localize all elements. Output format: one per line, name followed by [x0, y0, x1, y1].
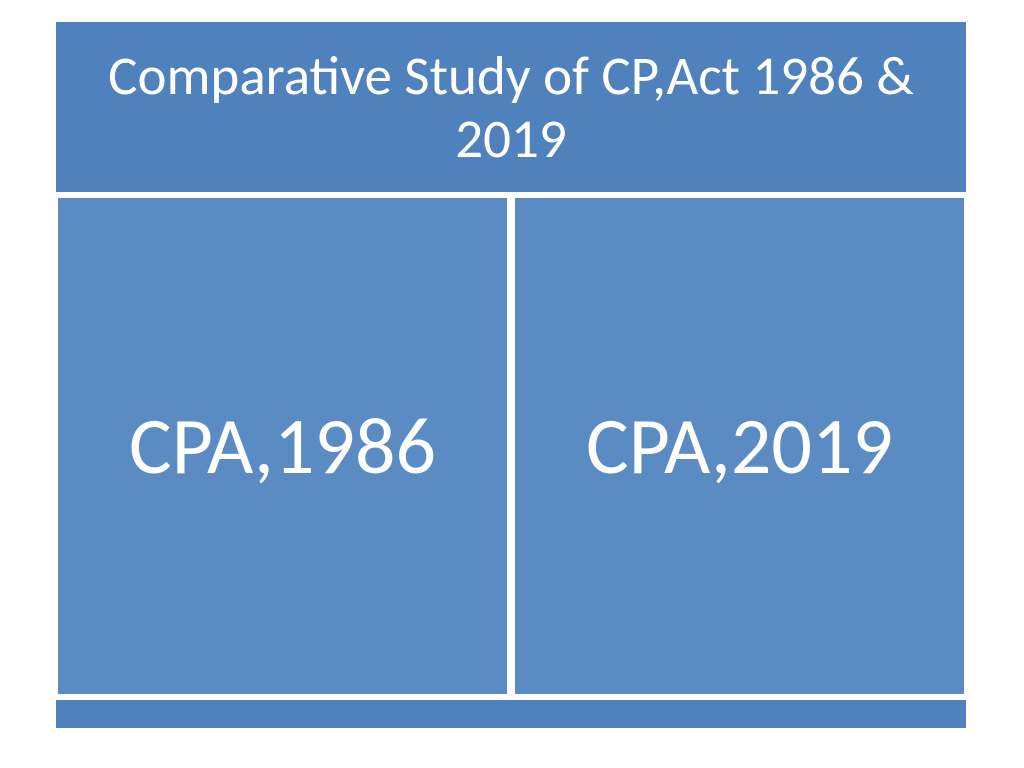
cell-cpa-2019-text: CPA,2019: [586, 398, 893, 495]
diagram-header: Comparative Study of CP,Act 1986 & 2019: [56, 22, 966, 192]
diagram-row: CPA,1986 CPA,2019: [56, 196, 966, 696]
diagram-header-text: Comparative Study of CP,Act 1986 & 2019: [56, 44, 966, 171]
comparison-diagram: Comparative Study of CP,Act 1986 & 2019 …: [56, 22, 966, 728]
cell-cpa-2019: CPA,2019: [513, 196, 966, 696]
cell-cpa-1986: CPA,1986: [56, 196, 509, 696]
slide: Comparative Study of CP,Act 1986 & 2019 …: [0, 0, 1024, 768]
cell-cpa-1986-text: CPA,1986: [129, 398, 436, 495]
diagram-footer-bar: [56, 700, 966, 728]
